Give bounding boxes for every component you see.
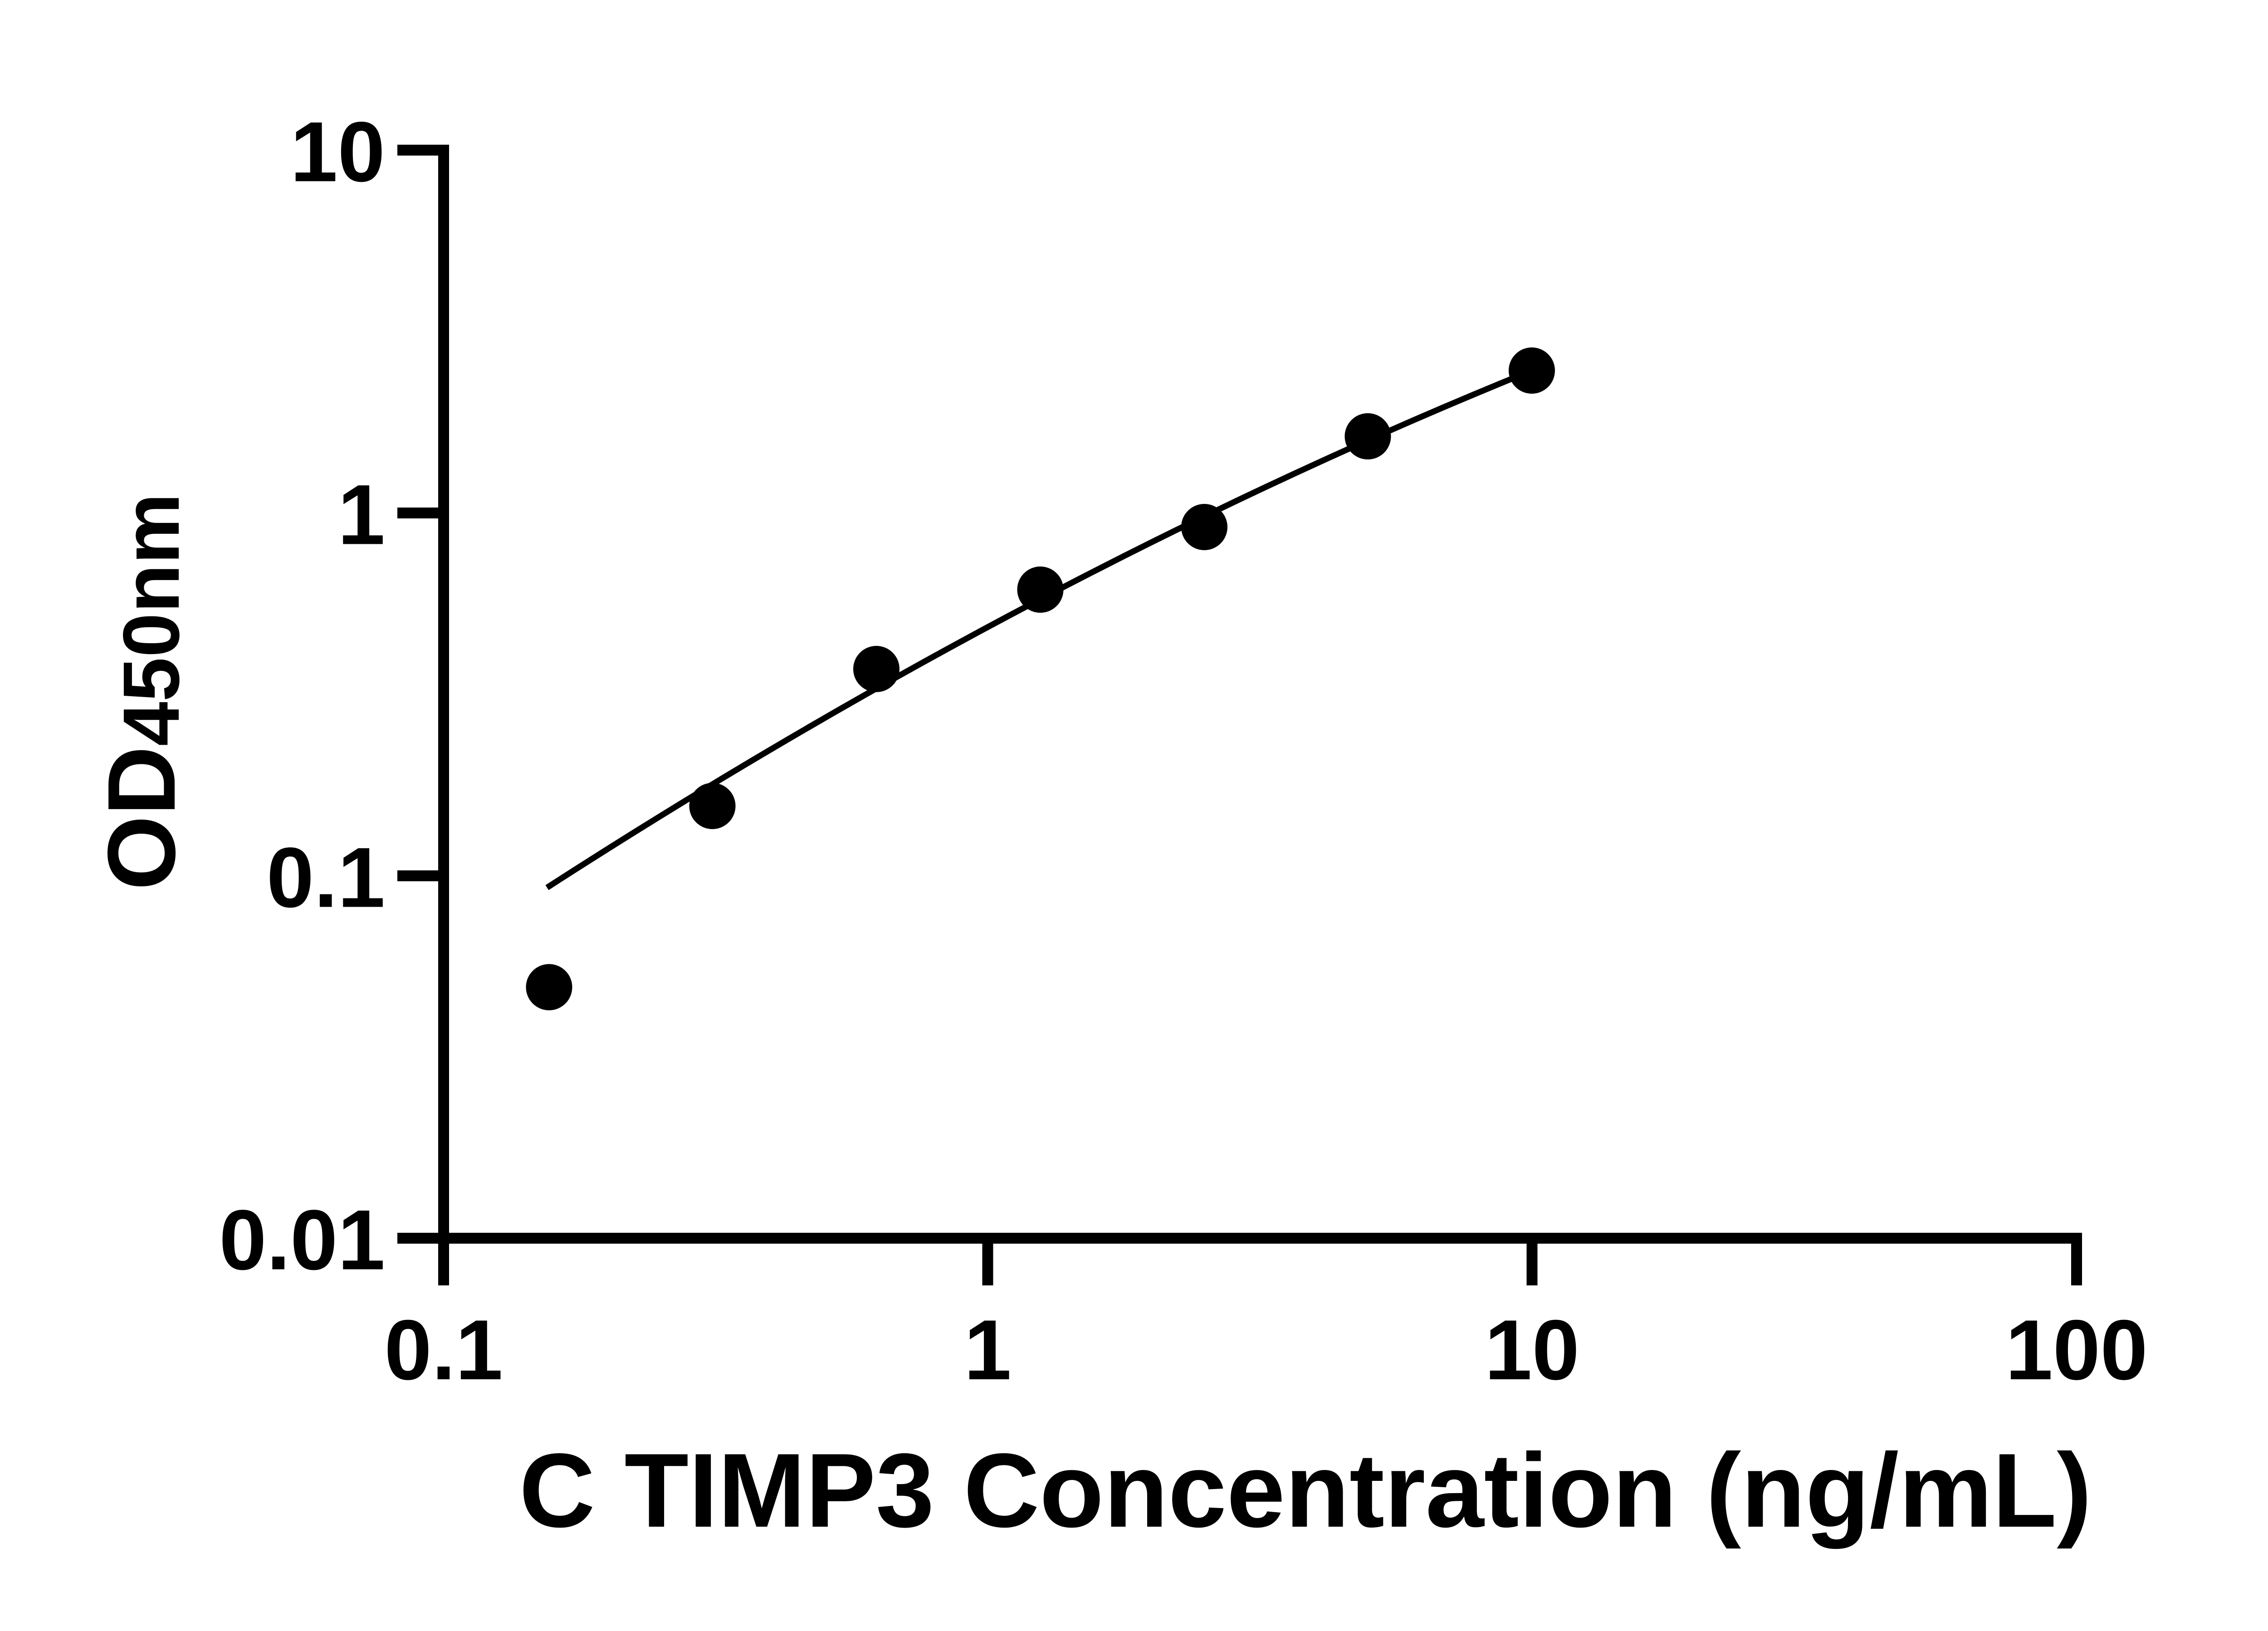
svg-text:1: 1	[337, 467, 385, 562]
svg-text:0.01: 0.01	[219, 1192, 385, 1288]
svg-text:1: 1	[964, 1302, 1012, 1397]
svg-text:10: 10	[290, 104, 385, 200]
svg-text:C TIMP3 Concentration (ng/mL): C TIMP3 Concentration (ng/mL)	[519, 1432, 2092, 1549]
svg-text:0.1: 0.1	[384, 1302, 503, 1397]
svg-text:0.1: 0.1	[267, 830, 385, 925]
svg-text:10: 10	[1485, 1302, 1579, 1397]
svg-text:100: 100	[2005, 1302, 2148, 1397]
